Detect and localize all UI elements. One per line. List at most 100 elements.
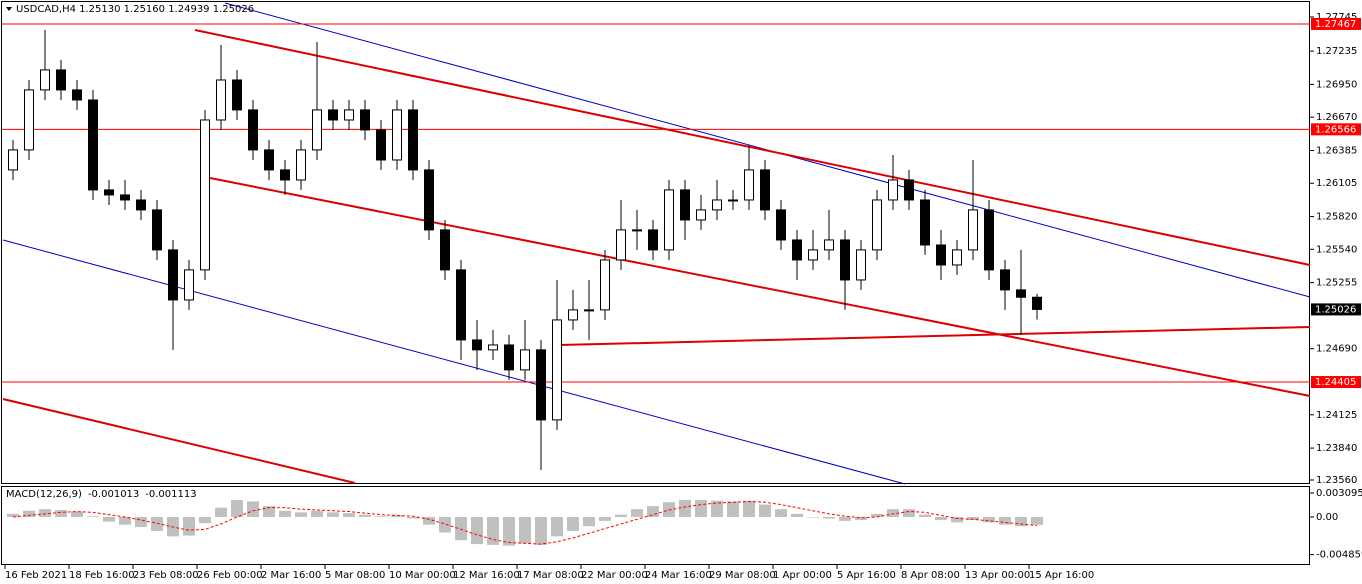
candle-body — [1032, 296, 1042, 310]
candle-body — [728, 199, 738, 202]
candle-body — [136, 199, 146, 211]
macd-bar — [743, 500, 755, 517]
candle-body — [824, 239, 834, 251]
candle-body — [792, 239, 802, 261]
macd-bar — [887, 509, 899, 517]
trend-line — [194, 29, 1311, 266]
y-tick-label: 1.26950 — [1316, 79, 1357, 90]
x-tick-label: 24 Mar 16:00 — [645, 570, 712, 581]
macd-bar — [487, 516, 499, 545]
candle-body — [248, 109, 258, 151]
macd-bar — [775, 509, 787, 517]
macd-bar — [807, 516, 819, 518]
macd-bar — [759, 504, 771, 517]
macd-bar — [407, 516, 419, 519]
candle-body — [392, 109, 402, 161]
macd-bar — [839, 516, 851, 521]
candle-body — [856, 249, 866, 281]
candle-body — [296, 149, 306, 181]
trend-line — [559, 326, 1311, 346]
macd-bar — [791, 513, 803, 517]
candle-body — [120, 194, 130, 201]
x-tick-label: 12 Mar 16:00 — [453, 570, 520, 581]
macd-bar — [695, 499, 707, 517]
candle-body — [872, 199, 882, 251]
x-tick-label: 13 Apr 00:00 — [965, 570, 1030, 581]
macd-bar — [183, 516, 195, 536]
candle-body — [104, 189, 114, 196]
candle-body — [216, 79, 226, 121]
macd-bar — [711, 500, 723, 517]
candle-body — [680, 189, 690, 221]
candle-body — [520, 349, 530, 371]
macd-bar — [279, 510, 291, 517]
macd-bar — [135, 516, 147, 528]
macd-bar — [647, 506, 659, 517]
candle-body — [888, 179, 898, 201]
candle-body — [600, 259, 610, 311]
x-tick-label: 22 Mar 00:00 — [581, 570, 648, 581]
candle-body — [664, 189, 674, 251]
trend-line — [2, 398, 356, 484]
menu-arrow[interactable] — [6, 7, 12, 11]
candle-body — [504, 344, 514, 371]
candle-body — [936, 244, 946, 266]
macd-bar — [871, 513, 883, 517]
candle-body — [920, 199, 930, 246]
macd-bar — [23, 510, 35, 517]
x-tick-label: 1 Apr 00:00 — [773, 570, 832, 581]
x-tick-label: 15 Apr 16:00 — [1029, 570, 1094, 581]
candle-body — [424, 169, 434, 231]
candle-body — [280, 169, 290, 181]
candle-body — [760, 169, 770, 211]
macd-bar — [343, 513, 355, 517]
y-tick-label: -0.004859 — [1316, 550, 1362, 561]
trend-line — [204, 176, 1311, 397]
level-label: 1.27467 — [1315, 19, 1356, 30]
y-tick-label: 1.25820 — [1316, 212, 1357, 223]
candle-body — [744, 169, 754, 201]
level-label: 1.24405 — [1315, 377, 1356, 388]
candle-body — [776, 209, 786, 241]
candle-body — [24, 89, 34, 151]
level-label-box — [1311, 17, 1361, 30]
macd-bar — [935, 516, 947, 521]
macd-bar — [583, 516, 595, 527]
macd-bar — [71, 511, 83, 517]
price-label-box — [1311, 303, 1361, 316]
macd-bar — [599, 516, 611, 521]
macd-bar — [39, 509, 51, 517]
chart-header: USDCAD,H4 1.25130 1.25160 1.24939 1.2502… — [16, 4, 254, 15]
level-label-box — [1311, 123, 1361, 136]
macd-bar — [1015, 516, 1027, 527]
macd-bar — [951, 516, 963, 523]
candle-body — [264, 149, 274, 171]
macd-bar — [247, 501, 259, 517]
level-label: 1.26566 — [1315, 124, 1356, 135]
candle-body — [408, 109, 418, 171]
candle-body — [72, 89, 82, 101]
x-tick-label: 2 Mar 16:00 — [261, 570, 321, 581]
macd-bar — [919, 514, 931, 517]
macd-bar — [455, 516, 467, 541]
macd-bar — [215, 507, 227, 517]
macd-bar — [471, 516, 483, 545]
macd-bar — [567, 516, 579, 531]
macd-bar — [855, 516, 867, 521]
price-label: 1.25026 — [1315, 304, 1356, 315]
y-tick-label: 1.26385 — [1316, 145, 1357, 156]
macd-bar — [727, 501, 739, 517]
candle-body — [168, 249, 178, 301]
candle-body — [840, 239, 850, 281]
candle-body — [808, 249, 818, 261]
macd-bar — [391, 515, 403, 517]
candle-body — [200, 119, 210, 271]
candle-body — [952, 249, 962, 266]
macd-bar — [327, 512, 339, 517]
macd-bar — [263, 506, 275, 517]
x-tick-label: 26 Feb 00:00 — [197, 570, 263, 581]
macd-bar — [151, 516, 163, 531]
level-label-box — [1311, 376, 1361, 389]
